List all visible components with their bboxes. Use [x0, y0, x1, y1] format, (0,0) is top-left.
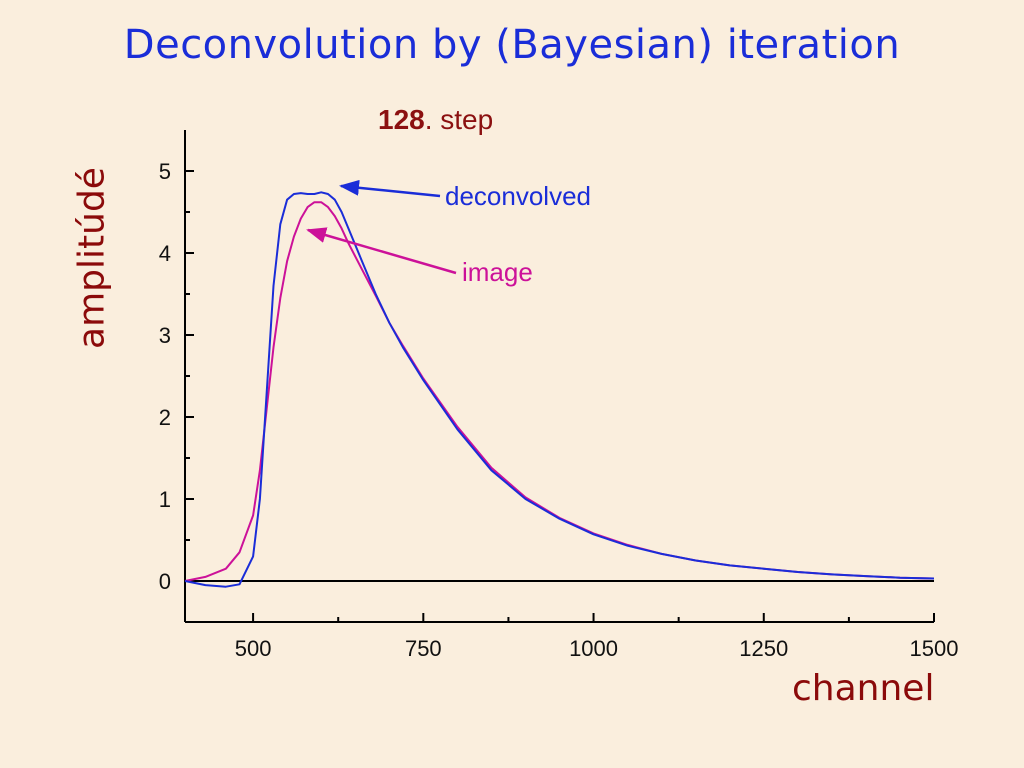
- annotations: deconvolved image: [306, 179, 591, 287]
- y-axis-title: amplitúdé: [71, 167, 113, 349]
- axes: 0 1 2 3 4 5 500 750 1000 1250 1500: [159, 130, 959, 661]
- x-tick-label: 750: [405, 636, 442, 661]
- y-tick-label: 1: [159, 487, 171, 512]
- step-number: 128: [378, 104, 425, 135]
- series-line-image: [184, 201, 935, 582]
- x-tick-label: 1250: [739, 636, 788, 661]
- x-tick-label: 500: [235, 636, 272, 661]
- annotation-arrow-image: [306, 227, 457, 275]
- series-line-deconvolved: [184, 191, 935, 588]
- y-tick-label: 0: [159, 569, 171, 594]
- step-label: 128. step: [378, 104, 493, 136]
- y-tick-label: 5: [159, 159, 171, 184]
- slide-title: Deconvolution by (Bayesian) iteration: [123, 22, 901, 68]
- annotation-arrow-deconvolved: [339, 179, 441, 198]
- annotation-label-image: image: [462, 257, 533, 287]
- annotation-label-deconvolved: deconvolved: [445, 181, 591, 211]
- x-axis-title: channel: [792, 668, 935, 709]
- y-tick-label: 4: [159, 241, 171, 266]
- series-layer: [184, 191, 935, 588]
- step-suffix: . step: [424, 104, 494, 135]
- x-tick-label: 1500: [910, 636, 959, 661]
- x-tick-label: 1000: [569, 636, 618, 661]
- y-tick-label: 2: [159, 405, 171, 430]
- y-tick-label: 3: [159, 323, 171, 348]
